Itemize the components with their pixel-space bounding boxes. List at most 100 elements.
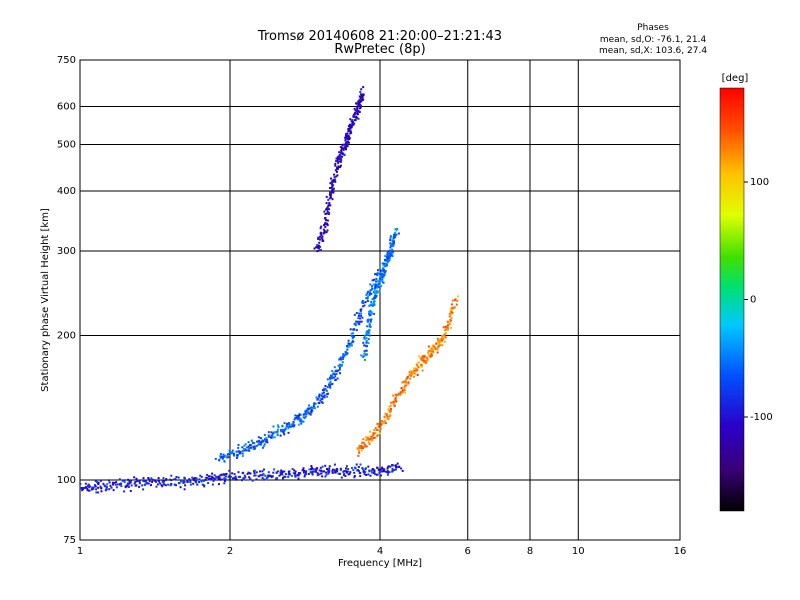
data-point [340, 150, 343, 153]
data-point [376, 274, 379, 277]
data-point [277, 426, 280, 428]
y-axis-label: Stationary phase Virtual Height [km] [40, 208, 51, 392]
data-point [210, 478, 213, 480]
data-point [432, 347, 435, 350]
data-point [420, 364, 423, 367]
data-point [450, 317, 453, 319]
data-point [338, 368, 341, 371]
data-point [328, 471, 331, 474]
data-point [148, 479, 151, 482]
data-point [364, 334, 366, 337]
data-point [346, 470, 349, 473]
data-point [95, 488, 98, 491]
data-point [340, 149, 343, 152]
data-point [433, 345, 436, 348]
data-point [303, 471, 305, 474]
data-point [360, 447, 363, 450]
data-point [383, 415, 386, 418]
data-point [329, 385, 331, 388]
data-point [368, 329, 371, 332]
data-point [329, 182, 332, 185]
data-point [347, 468, 350, 470]
data-point [237, 451, 240, 454]
data-point [316, 246, 319, 248]
data-point [405, 384, 408, 387]
data-point [287, 427, 290, 430]
data-point [331, 382, 334, 385]
data-point [299, 413, 302, 416]
data-point [417, 366, 420, 369]
data-point [349, 343, 352, 346]
data-point [427, 345, 430, 348]
data-point [373, 300, 376, 303]
data-point [368, 443, 371, 445]
data-point [323, 224, 326, 226]
data-point [416, 364, 419, 367]
data-point [100, 479, 102, 482]
data-point [324, 464, 327, 467]
data-point [374, 273, 377, 276]
data-point [371, 471, 374, 474]
data-point [263, 434, 266, 436]
data-point [366, 325, 369, 328]
data-point [406, 375, 409, 378]
data-point [357, 102, 360, 105]
data-point [280, 429, 283, 432]
data-point [320, 234, 323, 237]
data-point [138, 485, 141, 488]
data-point [242, 478, 245, 481]
data-point [237, 443, 240, 446]
data-point [332, 187, 335, 190]
data-point [283, 475, 286, 478]
data-point [366, 340, 369, 343]
data-point [344, 351, 347, 354]
data-point [347, 346, 350, 349]
data-point [313, 402, 316, 405]
data-point [95, 491, 98, 494]
data-point [208, 477, 211, 480]
data-point [312, 468, 315, 471]
data-point [346, 345, 348, 347]
data-point [379, 279, 382, 282]
data-point [258, 441, 261, 444]
data-point [367, 465, 370, 468]
data-point [441, 339, 444, 342]
data-point [342, 147, 345, 150]
data-point [206, 476, 209, 479]
data-point [399, 391, 402, 394]
data-point [256, 440, 259, 443]
data-point [382, 470, 385, 472]
data-point [429, 355, 432, 358]
data-point [389, 404, 392, 407]
data-point [362, 341, 365, 344]
data-point [350, 124, 353, 127]
data-point [353, 122, 356, 125]
data-point [271, 436, 274, 438]
data-point [414, 372, 417, 375]
data-point [342, 358, 344, 361]
data-point [86, 485, 89, 488]
data-point [298, 414, 301, 416]
data-point [362, 305, 364, 308]
data-point [344, 138, 347, 141]
data-point [369, 283, 372, 286]
data-point [142, 488, 145, 491]
data-point [353, 335, 356, 338]
data-point [328, 467, 331, 470]
data-point [239, 451, 242, 454]
data-point [427, 351, 430, 354]
data-point [219, 453, 222, 455]
data-point [319, 399, 322, 402]
data-point [375, 294, 378, 297]
data-point [267, 434, 270, 437]
data-point [351, 119, 354, 122]
data-point [400, 387, 403, 389]
data-point [224, 475, 227, 478]
data-point [358, 95, 361, 98]
data-point [174, 477, 177, 480]
data-point [319, 227, 322, 230]
data-point [92, 488, 95, 490]
data-point [383, 419, 386, 422]
data-point [265, 439, 268, 442]
data-point [360, 88, 363, 91]
